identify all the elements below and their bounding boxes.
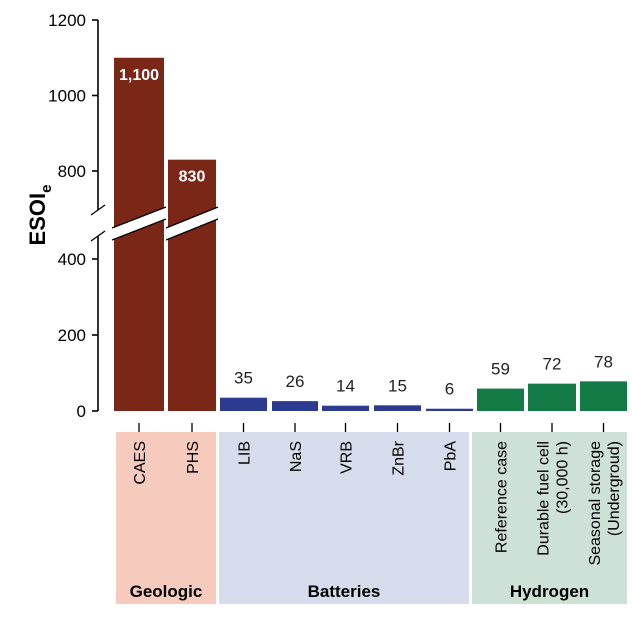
bar-vrb xyxy=(322,405,369,411)
category-label: NaS xyxy=(288,441,305,472)
axis-break-mark xyxy=(90,204,106,216)
y-tick-label-400: 400 xyxy=(58,250,86,269)
y-tick-label-1000: 1000 xyxy=(48,87,86,106)
category-label: LIB xyxy=(237,441,254,465)
y-tick-label-0: 0 xyxy=(77,402,86,421)
data-label-seasonal-storage: 78 xyxy=(594,352,613,371)
bar-seasonal-storage xyxy=(580,381,627,411)
axis-break-mark xyxy=(90,230,106,242)
group-label-batteries: Batteries xyxy=(308,582,381,601)
bar-znbr xyxy=(374,405,421,411)
y-tick-label-200: 200 xyxy=(58,326,86,345)
data-label-phs: 830 xyxy=(179,169,206,186)
break-gap xyxy=(112,207,166,240)
category-label: Seasonal storage xyxy=(587,441,604,566)
break-gap xyxy=(166,207,218,240)
bar-phs xyxy=(168,159,216,411)
break-line xyxy=(111,206,167,229)
bar-lib xyxy=(220,397,267,411)
group-label-hydrogen: Hydrogen xyxy=(510,582,589,601)
y-axis-title-main: ESOI xyxy=(25,193,50,246)
break-line xyxy=(111,218,167,241)
category-label: (30,000 h) xyxy=(555,441,572,514)
group-backgrounds: Geologic Batteries Hydrogen xyxy=(116,432,627,604)
bar-durable-fuel-cell xyxy=(528,383,576,411)
category-labels: CAES PHS LIB NaS VRB ZnBr PbA Reference case Dur… xyxy=(132,423,623,566)
bar-pba xyxy=(426,408,473,411)
data-label-caes: 1,100 xyxy=(119,67,159,84)
data-label-durable-fuel-cell: 72 xyxy=(543,355,562,374)
y-axis: 0 200 400 800 1000 1200 xyxy=(48,11,99,421)
data-label-pba: 6 xyxy=(445,380,454,399)
data-label-lib: 35 xyxy=(234,369,253,388)
category-label: PbA xyxy=(443,441,460,472)
y-tick-label-800: 800 xyxy=(58,162,86,181)
y-axis-title-subscript: e xyxy=(38,185,55,193)
axis-break-marks xyxy=(90,204,219,242)
group-panel-geologic xyxy=(116,432,216,604)
group-panel-hydrogen xyxy=(472,432,627,604)
category-label: Durable fuel cell xyxy=(536,441,553,556)
y-axis-title: ESOIe xyxy=(25,185,55,246)
group-label-geologic: Geologic xyxy=(130,582,203,601)
data-label-znbr: 15 xyxy=(388,376,407,395)
bars: 1,100 830 35 26 14 15 6 59 72 78 xyxy=(114,57,627,411)
category-label: (Undergroud) xyxy=(606,441,623,536)
break-line xyxy=(165,206,219,229)
bar-nas xyxy=(272,401,318,411)
break-line xyxy=(165,218,219,241)
category-label: ZnBr xyxy=(391,440,408,475)
bar-reference-case xyxy=(477,388,524,411)
y-tick-label-1200: 1200 xyxy=(48,11,86,30)
data-label-reference-case: 59 xyxy=(491,360,510,379)
data-label-vrb: 14 xyxy=(336,377,355,396)
category-label: Reference case xyxy=(494,441,511,553)
category-label: PHS xyxy=(185,441,202,474)
group-panel-batteries xyxy=(219,432,469,604)
category-label: CAES xyxy=(132,441,149,485)
data-label-nas: 26 xyxy=(286,372,305,391)
category-label: VRB xyxy=(339,441,356,474)
